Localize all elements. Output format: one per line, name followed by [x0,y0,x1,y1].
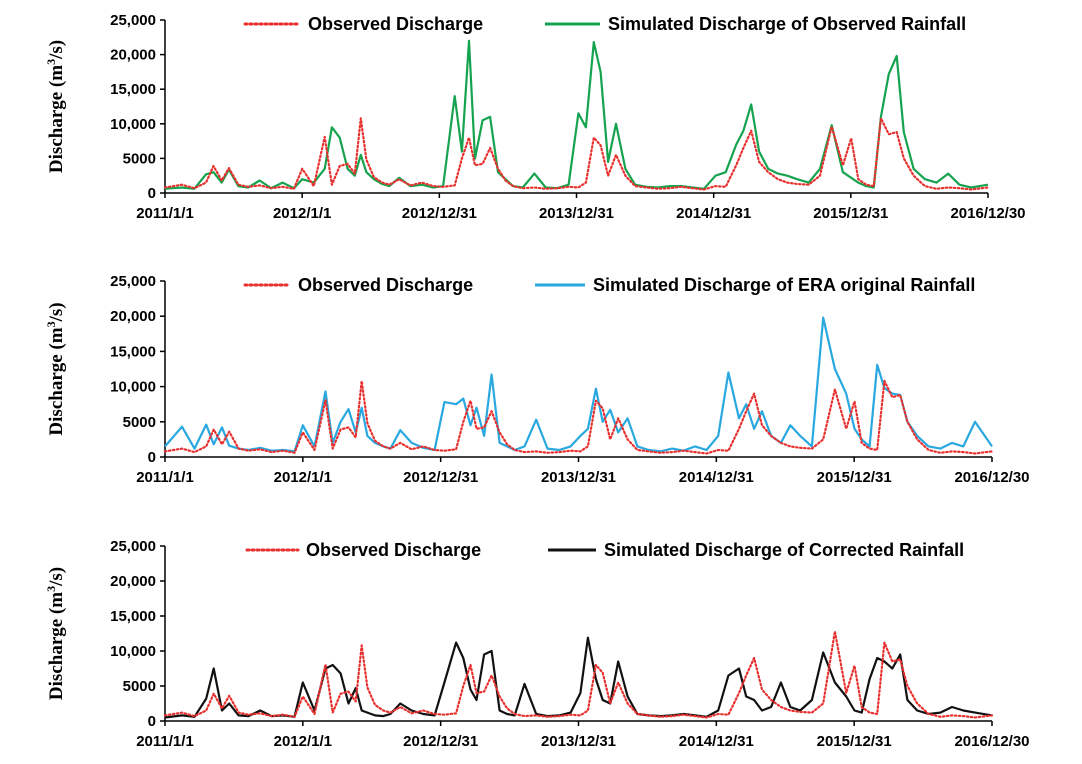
y-tick-label: 15,000 [110,608,156,625]
x-tick-label: 2016/12/30 [950,205,1025,222]
legend-label: Simulated Discharge of Observed Rainfall [608,14,966,34]
x-tick-label: 2014/12/31 [679,469,754,486]
legend-label: Observed Discharge [308,14,483,34]
legend-label: Simulated Discharge of Corrected Rainfal… [604,540,964,560]
simulated-discharge-line [164,636,993,719]
x-tick-label: 2013/12/31 [541,469,616,486]
x-tick-label: 2014/12/31 [679,733,754,750]
legend-label: Observed Discharge [298,275,473,295]
y-tick-label: 20,000 [110,308,156,325]
x-tick-label: 2012/1/1 [273,205,331,222]
y-tick-label: 0 [148,449,156,466]
y-tick-label: 10,000 [110,116,156,133]
chart-panel-2: 0 5000 10,000 15,000 20,000 25,000 2011/1/1 201… [44,273,1030,486]
x-tick-label: 2015/12/31 [817,733,892,750]
x-tick-label: 2016/12/30 [954,733,1029,750]
y-tick-label: 25,000 [110,273,156,290]
x-tick-label: 2011/1/1 [136,469,194,486]
simulated-discharge-line [164,316,993,453]
y-tick-label: 20,000 [110,573,156,590]
simulated-discharge-line [164,39,989,190]
chart-panel-3: 0 5000 10,000 15,000 20,000 25,000 2011/1/1 201… [44,538,1030,750]
y-tick-label: 0 [148,185,156,202]
x-tick-label: 2016/12/30 [954,469,1029,486]
x-tick-label: 2012/1/1 [274,733,332,750]
y-tick-label: 10,000 [110,379,156,396]
observed-discharge-line [163,630,994,719]
x-tick-label: 2015/12/31 [813,205,888,222]
x-tick-label: 2014/12/31 [676,205,751,222]
y-tick-label: 5000 [123,678,156,695]
y-tick-label: 5000 [123,150,156,167]
x-tick-label: 2012/12/31 [403,733,478,750]
legend-label: Simulated Discharge of ERA original Rain… [593,275,975,295]
x-tick-label: 2012/12/31 [403,469,478,486]
y-tick-label: 10,000 [110,643,156,660]
y-axis-label: Discharge (m3/s) [44,302,67,435]
x-tick-label: 2013/12/31 [539,205,614,222]
y-axis-label: Discharge (m3/s) [44,567,67,700]
y-tick-label: 15,000 [110,81,156,98]
y-tick-label: 0 [148,713,156,730]
x-tick-label: 2011/1/1 [136,733,194,750]
observed-discharge-line [163,117,990,191]
y-tick-label: 20,000 [110,47,156,64]
y-axis-label: Discharge (m3/s) [44,40,67,173]
y-tick-label: 5000 [123,414,156,431]
legend-label: Observed Discharge [306,540,481,560]
observed-discharge-line [163,379,994,455]
y-tick-label: 15,000 [110,343,156,360]
y-tick-label: 25,000 [110,12,156,29]
x-tick-label: 2015/12/31 [817,469,892,486]
x-tick-label: 2013/12/31 [541,733,616,750]
x-tick-label: 2012/12/31 [402,205,477,222]
x-tick-label: 2011/1/1 [136,205,194,222]
x-tick-label: 2012/1/1 [274,469,332,486]
chart-panel-1: 0 5000 10,000 15,000 20,000 25,000 2011/1/1 201… [44,12,1026,222]
y-tick-label: 25,000 [110,538,156,555]
